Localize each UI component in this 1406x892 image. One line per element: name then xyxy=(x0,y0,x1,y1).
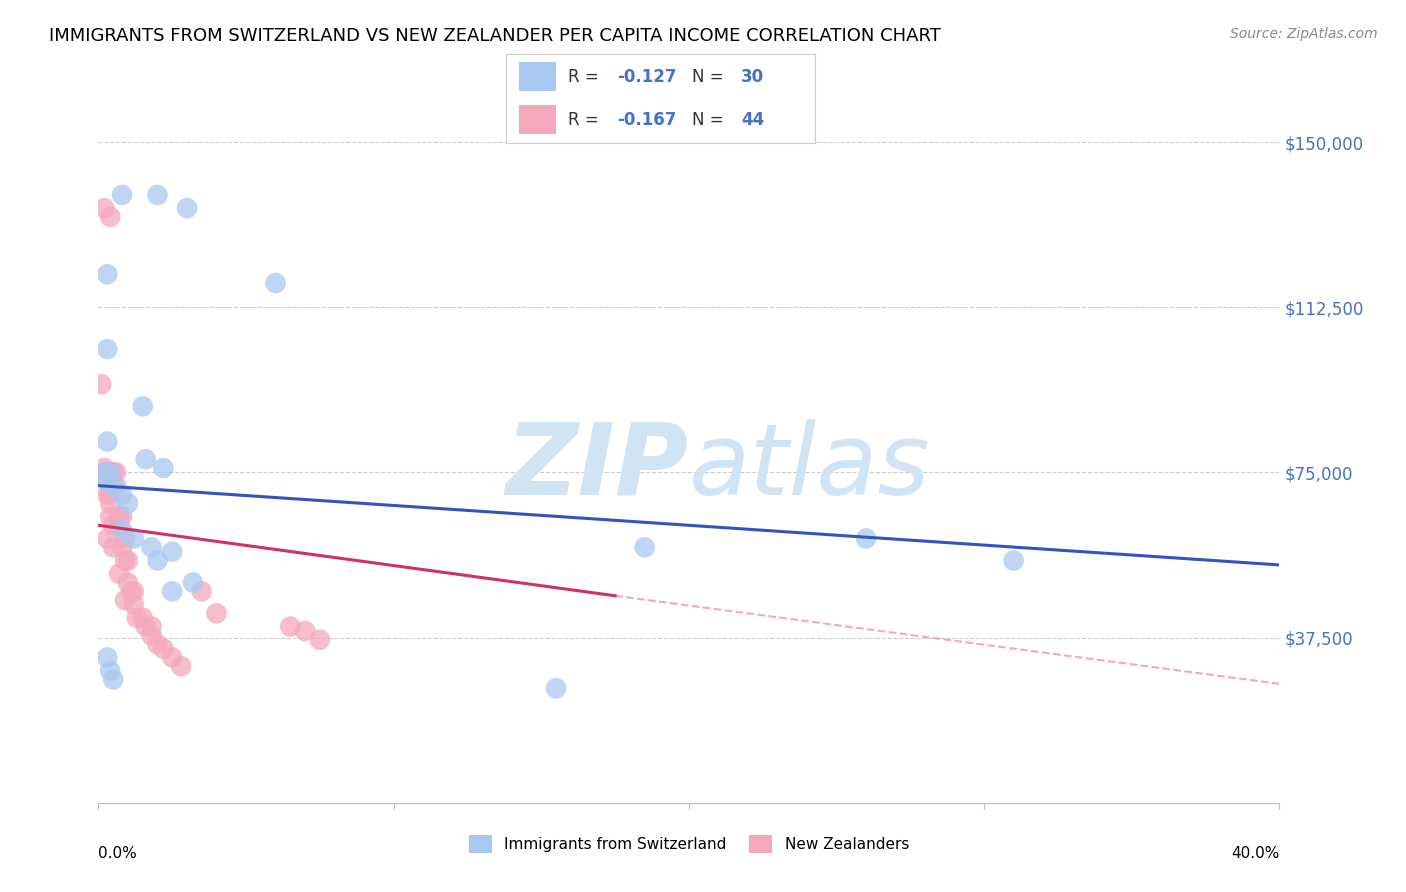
Text: 44: 44 xyxy=(741,111,765,128)
Text: R =: R = xyxy=(568,111,605,128)
Text: -0.167: -0.167 xyxy=(617,111,676,128)
Point xyxy=(132,611,155,625)
Text: Source: ZipAtlas.com: Source: ZipAtlas.com xyxy=(1230,27,1378,41)
Point xyxy=(122,584,145,599)
Point xyxy=(96,475,118,489)
Point xyxy=(264,276,287,290)
Point xyxy=(132,400,155,414)
Point xyxy=(111,523,134,537)
Point xyxy=(855,532,877,546)
Text: N =: N = xyxy=(692,111,728,128)
Point xyxy=(176,201,198,215)
Point xyxy=(103,466,125,480)
Point xyxy=(105,466,128,480)
Point xyxy=(108,509,131,524)
Point xyxy=(122,532,145,546)
Point xyxy=(162,584,183,599)
Point xyxy=(191,584,214,599)
Text: atlas: atlas xyxy=(689,419,931,516)
Point xyxy=(108,518,131,533)
Point xyxy=(1002,553,1025,567)
Text: -0.127: -0.127 xyxy=(617,68,678,86)
Point xyxy=(114,532,136,546)
Point xyxy=(117,496,139,510)
Point xyxy=(96,434,118,449)
Point xyxy=(98,487,121,501)
Point xyxy=(93,466,115,480)
Point xyxy=(93,466,115,480)
Point xyxy=(96,532,118,546)
Point xyxy=(294,624,316,638)
Point xyxy=(103,478,125,492)
Point xyxy=(146,637,169,651)
Point xyxy=(162,650,183,665)
Point xyxy=(111,188,134,202)
Text: R =: R = xyxy=(568,68,605,86)
Point xyxy=(135,619,157,633)
Point xyxy=(141,619,163,633)
Point xyxy=(117,553,139,567)
Point xyxy=(111,487,134,501)
Point xyxy=(96,466,118,480)
Point xyxy=(98,496,121,510)
Point xyxy=(96,342,118,356)
Point xyxy=(96,650,118,665)
Point xyxy=(93,201,115,215)
Point xyxy=(98,210,121,224)
Point xyxy=(108,566,131,581)
Point xyxy=(634,541,657,555)
Point xyxy=(103,541,125,555)
Point xyxy=(111,509,134,524)
Point xyxy=(146,553,169,567)
Text: ZIP: ZIP xyxy=(506,419,689,516)
FancyBboxPatch shape xyxy=(519,62,555,91)
Point xyxy=(105,478,128,492)
Point xyxy=(96,267,118,281)
Point xyxy=(135,452,157,467)
Text: 40.0%: 40.0% xyxy=(1232,846,1279,861)
Point xyxy=(125,611,148,625)
Point xyxy=(122,598,145,612)
Point xyxy=(205,607,228,621)
Point xyxy=(96,475,118,489)
Point xyxy=(114,593,136,607)
Point xyxy=(141,541,163,555)
Point xyxy=(90,377,112,392)
Point xyxy=(103,673,125,687)
Point xyxy=(98,509,121,524)
Legend: Immigrants from Switzerland, New Zealanders: Immigrants from Switzerland, New Zealand… xyxy=(463,829,915,859)
Point xyxy=(546,681,568,696)
Text: N =: N = xyxy=(692,68,728,86)
Point xyxy=(111,541,134,555)
Text: 0.0%: 0.0% xyxy=(98,846,138,861)
Point xyxy=(181,575,204,590)
Point xyxy=(93,461,115,475)
Point xyxy=(152,461,174,475)
Point xyxy=(280,619,302,633)
Text: 30: 30 xyxy=(741,68,765,86)
Point xyxy=(96,487,118,501)
Point xyxy=(146,188,169,202)
FancyBboxPatch shape xyxy=(519,105,555,134)
Point xyxy=(141,628,163,642)
Point xyxy=(152,641,174,656)
Point xyxy=(117,575,139,590)
Point xyxy=(114,553,136,567)
Point xyxy=(103,518,125,533)
Point xyxy=(162,545,183,559)
Text: IMMIGRANTS FROM SWITZERLAND VS NEW ZEALANDER PER CAPITA INCOME CORRELATION CHART: IMMIGRANTS FROM SWITZERLAND VS NEW ZEALA… xyxy=(49,27,941,45)
Point xyxy=(170,659,193,673)
Point xyxy=(309,632,332,647)
Point xyxy=(98,664,121,678)
Point xyxy=(98,466,121,480)
Point xyxy=(120,584,142,599)
